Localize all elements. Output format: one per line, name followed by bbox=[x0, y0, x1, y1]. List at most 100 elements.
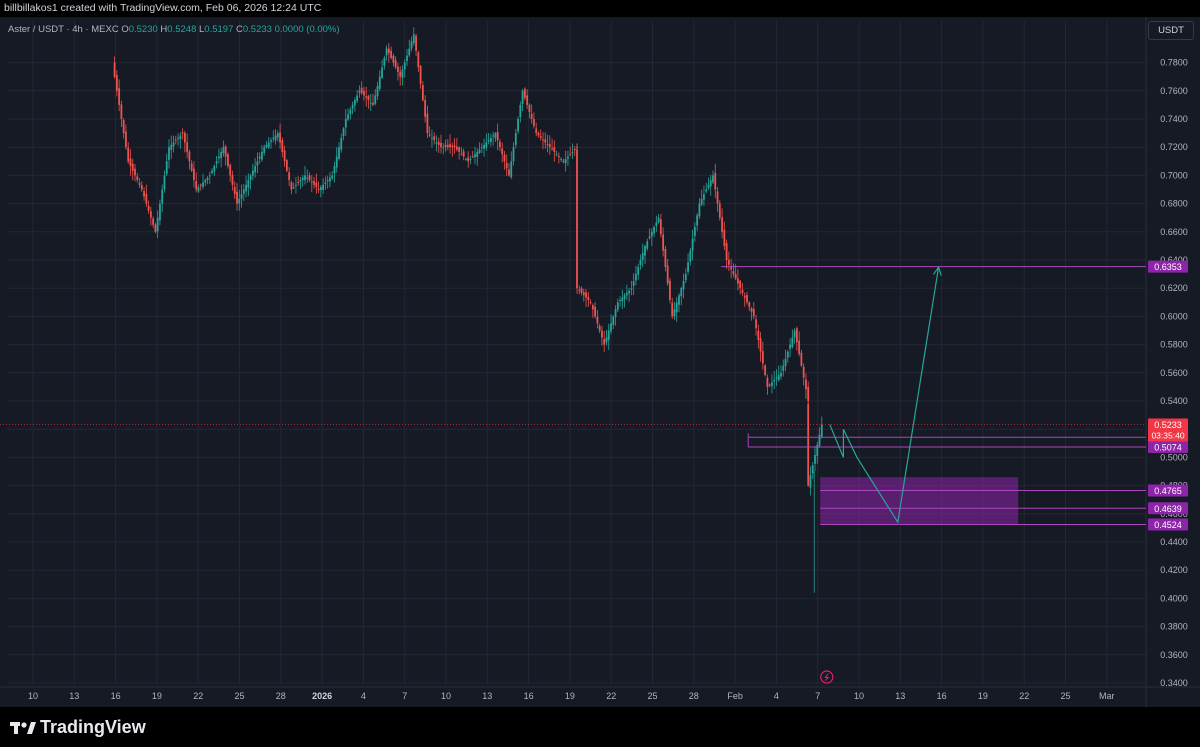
candle-body bbox=[655, 222, 658, 226]
candle-body bbox=[288, 172, 291, 181]
candle-body bbox=[478, 149, 481, 153]
candle-body bbox=[397, 66, 399, 72]
candle-body bbox=[406, 55, 408, 62]
candle-body bbox=[256, 161, 259, 166]
candle-body bbox=[129, 158, 132, 166]
candle-body bbox=[657, 217, 660, 223]
candle-body bbox=[440, 142, 442, 148]
candle-body bbox=[523, 88, 526, 98]
candle-body bbox=[725, 243, 728, 260]
candle-body bbox=[739, 280, 742, 289]
candle-body bbox=[174, 139, 177, 141]
candle-body bbox=[270, 140, 272, 142]
x-tick-label: 22 bbox=[1019, 691, 1029, 701]
candle-body bbox=[156, 217, 159, 232]
candle-body bbox=[562, 160, 565, 162]
high-value: 0.5248 bbox=[167, 24, 197, 35]
demand-zone[interactable] bbox=[820, 477, 1019, 525]
candle-body bbox=[811, 465, 814, 474]
projection-path[interactable] bbox=[829, 266, 940, 524]
candle-body bbox=[807, 403, 810, 486]
candle-body bbox=[653, 227, 655, 234]
currency-button[interactable]: USDT bbox=[1148, 21, 1194, 40]
candle-body bbox=[392, 55, 395, 63]
y-tick-label: 0.5400 bbox=[1160, 396, 1188, 406]
candle-body bbox=[428, 134, 431, 136]
candle-body bbox=[519, 104, 522, 118]
candle-body bbox=[750, 308, 753, 312]
candle-body bbox=[814, 455, 816, 464]
candle-body bbox=[342, 128, 345, 137]
candle-body bbox=[460, 154, 463, 156]
x-tick-label: 13 bbox=[69, 691, 79, 701]
y-tick-label: 0.6000 bbox=[1160, 311, 1188, 321]
candle-body bbox=[555, 154, 558, 156]
candle-body bbox=[188, 151, 191, 162]
candle-body bbox=[587, 296, 590, 300]
candle-body bbox=[632, 281, 635, 286]
candle-body bbox=[308, 175, 311, 181]
y-tick-label: 0.5000 bbox=[1160, 452, 1188, 462]
candle-body bbox=[122, 119, 125, 134]
candle-body bbox=[789, 344, 791, 349]
candle-body bbox=[453, 145, 456, 148]
y-tick-label: 0.6600 bbox=[1160, 227, 1188, 237]
candle-body bbox=[385, 48, 388, 56]
y-tick-label: 0.5600 bbox=[1160, 368, 1188, 378]
candle-body bbox=[510, 161, 513, 178]
x-tick-label: 16 bbox=[937, 691, 947, 701]
candle-body bbox=[394, 60, 397, 68]
candle-body bbox=[446, 144, 449, 148]
candle-body bbox=[265, 144, 268, 148]
candle-body bbox=[113, 62, 116, 77]
candle-body bbox=[387, 48, 390, 54]
candle-body bbox=[365, 96, 368, 98]
candle-body bbox=[639, 260, 642, 266]
candle-body bbox=[546, 144, 549, 146]
candle-body bbox=[707, 184, 710, 189]
candle-body bbox=[553, 147, 556, 152]
candle-body bbox=[678, 295, 680, 305]
chart-canvas[interactable]: 0.7800 0.7600 0.7400 0.7200 0.7000 0.6800 0.66… bbox=[0, 17, 1200, 707]
price-level-tag bbox=[1148, 518, 1188, 531]
candle-body bbox=[743, 295, 746, 298]
candle-body bbox=[127, 147, 130, 162]
candle-body bbox=[476, 151, 479, 157]
candle-body bbox=[585, 292, 587, 298]
candle-body bbox=[240, 194, 243, 199]
candle-body bbox=[449, 144, 451, 148]
candle-body bbox=[462, 151, 465, 157]
price-level-label: 0.6353 bbox=[1154, 262, 1182, 272]
candle-body bbox=[442, 147, 445, 149]
candle-body bbox=[494, 133, 497, 139]
candle-body bbox=[567, 156, 569, 159]
candle-body bbox=[261, 151, 263, 160]
candle-body bbox=[455, 146, 458, 150]
candle-body bbox=[573, 148, 576, 150]
candle-body bbox=[773, 379, 776, 382]
candle-body bbox=[759, 338, 762, 352]
lightning-icon[interactable] bbox=[820, 670, 834, 684]
candle-body bbox=[267, 142, 270, 148]
brand[interactable]: TradingView bbox=[10, 717, 146, 738]
projection-arrowhead bbox=[932, 265, 942, 276]
x-tick-label: 13 bbox=[895, 691, 905, 701]
candle-body bbox=[612, 316, 615, 325]
candle-body bbox=[544, 139, 547, 143]
candle-body bbox=[757, 330, 760, 340]
candle-body bbox=[621, 297, 624, 302]
candle-body bbox=[140, 185, 143, 190]
x-tick-label: Feb bbox=[727, 691, 743, 701]
candle-body bbox=[358, 90, 361, 93]
candle-body bbox=[605, 337, 608, 343]
candle-body bbox=[780, 372, 782, 377]
candle-body bbox=[233, 187, 236, 195]
candle-body bbox=[533, 119, 535, 127]
candle-body bbox=[220, 151, 223, 159]
candle-body bbox=[344, 119, 347, 128]
x-tick-label: 25 bbox=[1060, 691, 1070, 701]
candle-body bbox=[426, 113, 429, 134]
candle-body bbox=[451, 145, 454, 148]
candle-body bbox=[281, 140, 284, 152]
candle-body bbox=[202, 182, 204, 187]
